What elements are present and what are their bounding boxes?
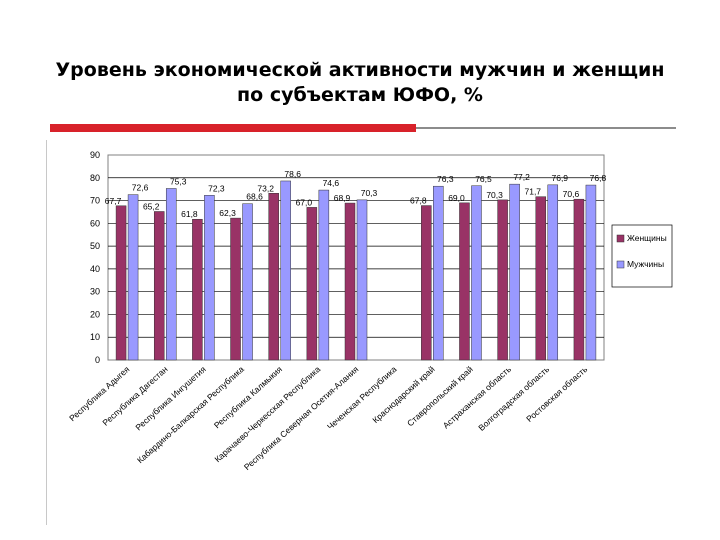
y-tick-label: 50 (90, 241, 100, 251)
bar-women (153, 211, 165, 361)
bar-men (433, 185, 444, 361)
data-label: 72,6 (132, 183, 149, 193)
data-label: 67,7 (105, 196, 122, 206)
bar-men (547, 184, 559, 361)
bar-men (585, 184, 597, 361)
data-label: 67,0 (296, 197, 313, 207)
bar-men (280, 180, 291, 361)
data-label: 76,8 (590, 173, 607, 183)
bar-men (318, 189, 330, 361)
data-label: 70,6 (563, 189, 580, 199)
bar-women (421, 205, 432, 361)
y-tick-label: 20 (90, 309, 100, 319)
bar-women (573, 198, 585, 361)
bar-men (127, 194, 139, 361)
y-tick-label: 90 (90, 150, 100, 160)
frame-left-line (46, 140, 47, 525)
bar-women (115, 205, 127, 361)
title-divider-line (416, 127, 676, 129)
legend-label: Женщины (627, 233, 667, 243)
bar-women (230, 217, 241, 361)
data-label: 71,7 (524, 187, 541, 197)
bar-women (497, 199, 508, 361)
y-tick-label: 10 (90, 332, 100, 342)
y-tick-label: 80 (90, 173, 100, 183)
data-label: 75,3 (170, 176, 187, 186)
bar-women (192, 218, 203, 361)
y-tick-label: 70 (90, 196, 100, 206)
data-label: 76,3 (437, 174, 454, 184)
data-label: 78,6 (284, 169, 301, 179)
bar-men (356, 199, 368, 361)
bar-men (204, 195, 215, 361)
bar-women (306, 207, 318, 361)
data-label: 76,5 (475, 174, 492, 184)
plot-area (107, 154, 605, 361)
data-label: 69,0 (448, 193, 465, 203)
data-label: 62,3 (219, 208, 236, 218)
data-label: 70,3 (486, 190, 503, 200)
bar-men (471, 185, 482, 361)
data-label: 76,9 (551, 173, 568, 183)
data-label: 73,2 (257, 183, 274, 193)
title-accent-rule (50, 124, 416, 132)
data-label: 72,3 (208, 183, 225, 193)
legend-swatch-women (616, 234, 625, 243)
bar-men (509, 183, 520, 361)
slide-title: Уровень экономической активности мужчин … (55, 59, 665, 106)
legend-label: Мужчины (627, 259, 664, 269)
bar-women (344, 202, 356, 361)
y-tick-label: 30 (90, 287, 100, 297)
data-label: 68,9 (334, 193, 351, 203)
y-tick-label: 60 (90, 218, 100, 228)
data-label: 77,2 (513, 172, 530, 182)
bar-women (535, 196, 547, 361)
data-label: 74,6 (323, 178, 340, 188)
legend-swatch-men (616, 260, 625, 269)
data-label: 70,3 (361, 188, 378, 198)
bar-men (165, 188, 177, 361)
y-tick-label: 40 (90, 264, 100, 274)
bar-women (459, 202, 470, 361)
y-tick-label: 0 (95, 355, 100, 365)
data-label: 65,2 (143, 201, 160, 211)
data-label: 61,8 (181, 209, 198, 219)
data-label: 67,8 (410, 196, 427, 206)
bar-women (268, 193, 279, 361)
data-label: 68,6 (246, 192, 263, 202)
bar-men (242, 203, 253, 361)
